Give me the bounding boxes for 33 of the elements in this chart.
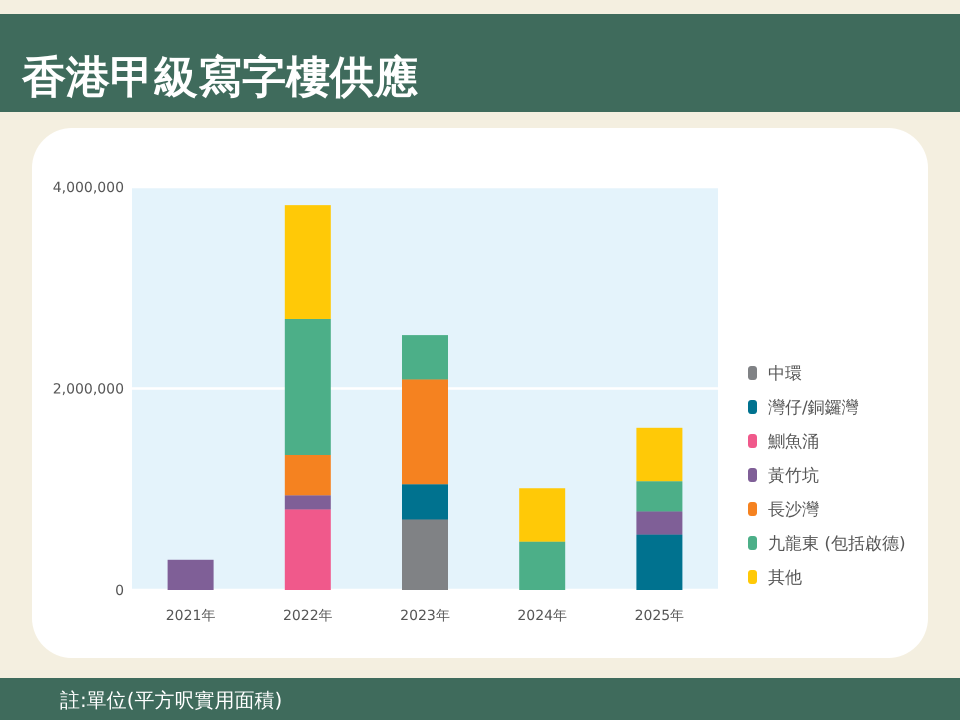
bar [402,379,448,484]
bar [284,495,331,510]
legend-label: 灣仔/銅鑼灣 [768,398,859,418]
legend-label: 長沙灣 [768,500,819,520]
bar [636,428,682,482]
y-tick-label: 4,000,000 [52,180,124,196]
bar [519,488,566,542]
bar [284,205,331,319]
legend-label: 其他 [768,568,802,588]
bar [284,454,331,496]
bar [519,542,566,590]
text: 註:單位(平方呎實用面積) [60,688,282,712]
x-tick-label: 2024年 [517,608,568,624]
legend-label: 鰂魚涌 [768,432,819,452]
legend-label: 黃竹坑 [768,466,819,486]
bar [284,318,331,455]
bar [636,534,682,590]
bar [402,519,448,590]
bar [636,481,682,512]
x-tick-label: 2022年 [282,608,333,624]
bar [636,511,682,535]
x-tick-label: 2025年 [634,608,684,624]
y-tick-label: 2,000,000 [52,382,124,398]
y-tick-label: 0 [115,583,124,599]
bar [168,560,214,590]
bar [284,509,331,590]
legend-label: 中環 [768,364,802,384]
x-tick-label: 2023年 [400,608,450,624]
x-tick-label: 2021年 [166,608,216,624]
legend-label: 九龍東 (包括啟德) [768,534,906,554]
bar [402,484,448,520]
bar [402,335,448,380]
chart-title: 香港甲級寫字樓供應 [21,52,418,103]
